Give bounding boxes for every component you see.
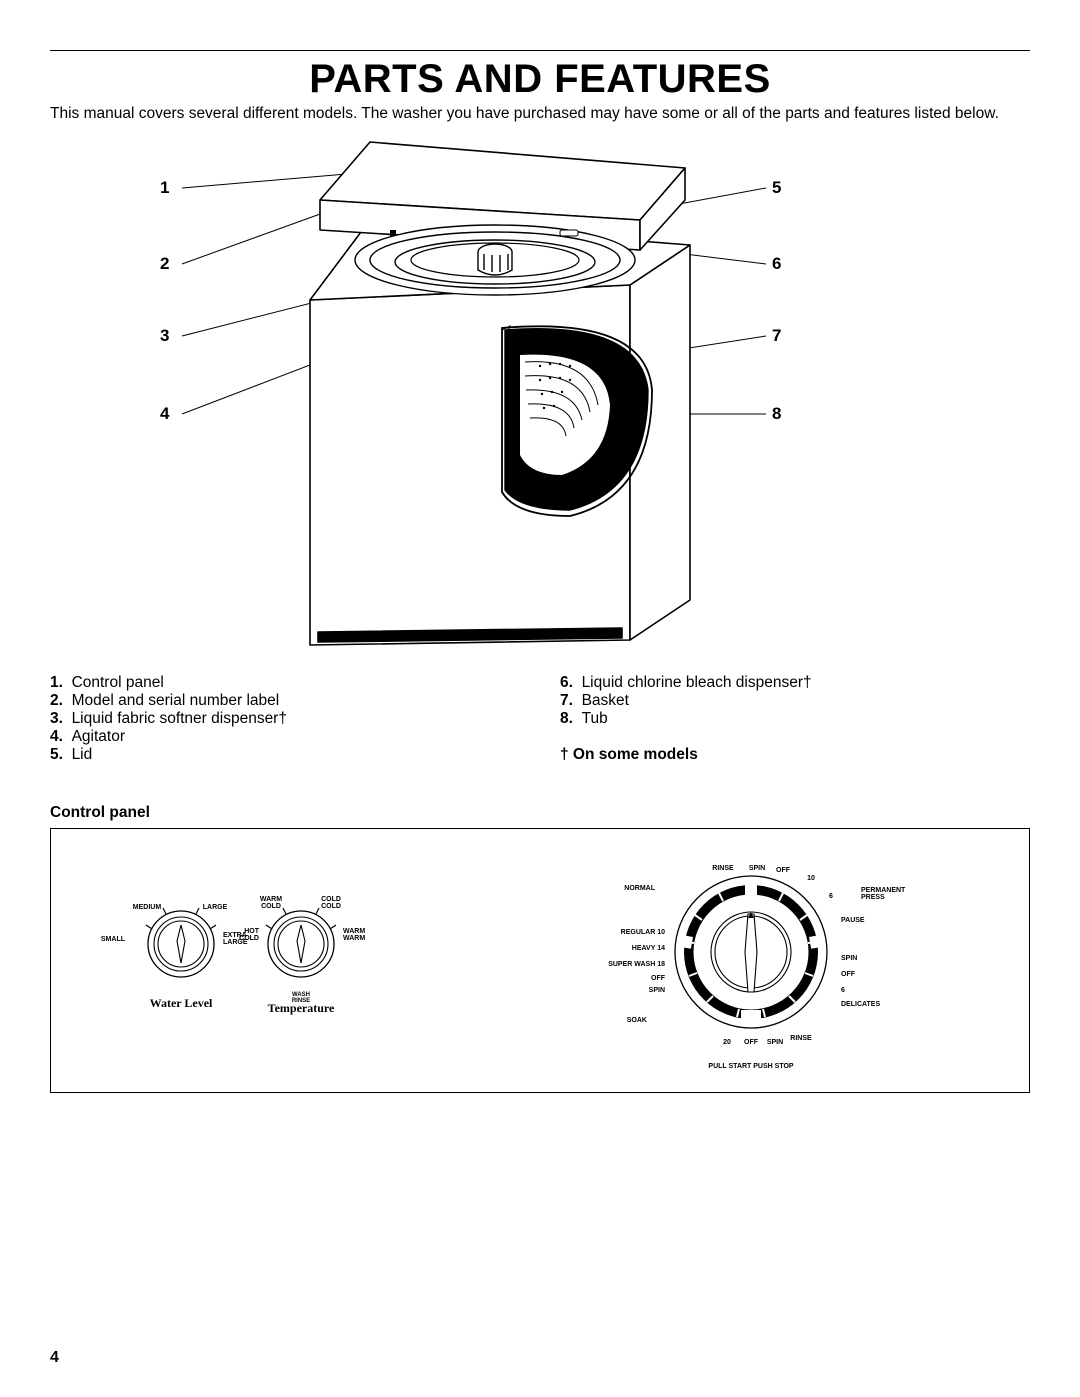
part-text: Lid <box>72 746 93 763</box>
control-panel-box: SMALL MEDIUM LARGE EXTRALARGE Water Leve… <box>50 828 1030 1093</box>
temp-label: Temperature <box>268 1001 335 1015</box>
svg-text:PERMANENTPRESS: PERMANENTPRESS <box>861 887 906 901</box>
parts-col-right: 6. Liquid chlorine bleach dispenser† 7. … <box>560 674 1030 764</box>
control-panel-svg: SMALL MEDIUM LARGE EXTRALARGE Water Leve… <box>51 829 1029 1092</box>
part-text: Basket <box>582 692 629 709</box>
part-text: Liquid chlorine bleach dispenser† <box>582 674 812 691</box>
svg-text:6: 6 <box>829 893 833 900</box>
parts-col-left: 1. Control panel 2. Model and serial num… <box>50 674 520 764</box>
svg-text:10: 10 <box>807 875 815 882</box>
part-num: 2. <box>50 692 63 709</box>
intro-text: This manual covers several different mod… <box>50 104 1030 124</box>
svg-text:SPIN: SPIN <box>649 987 665 994</box>
svg-text:PULL START PUSH STOP: PULL START PUSH STOP <box>708 1063 794 1070</box>
part-num: 1. <box>50 674 63 691</box>
svg-text:20: 20 <box>723 1039 731 1046</box>
part-num: 8. <box>560 710 573 727</box>
svg-text:SPIN: SPIN <box>767 1039 783 1046</box>
cycle-dial: NORMAL REGULAR 10 HEAVY 14 SUPER WASH 18… <box>608 865 906 1070</box>
svg-text:OFF: OFF <box>841 971 856 978</box>
svg-text:DELICATES: DELICATES <box>841 1001 880 1008</box>
part-text: Agitator <box>72 728 125 745</box>
svg-text:PAUSE: PAUSE <box>841 917 865 924</box>
svg-text:HEAVY 14: HEAVY 14 <box>632 945 665 952</box>
svg-text:OFF: OFF <box>651 975 666 982</box>
svg-text:REGULAR 10: REGULAR 10 <box>621 929 665 936</box>
water-level-knob: SMALL MEDIUM LARGE EXTRALARGE Water Leve… <box>101 904 248 1010</box>
page: PARTS AND FEATURES This manual covers se… <box>0 0 1080 1397</box>
svg-text:SUPER WASH 18: SUPER WASH 18 <box>608 961 665 968</box>
temperature-knob: HOTCOLD WARMCOLD COLDCOLD WARMWARM WASHR… <box>239 896 365 1015</box>
washer-svg <box>50 130 1030 670</box>
part-num: 7. <box>560 692 573 709</box>
svg-text:HOTCOLD: HOTCOLD <box>239 928 260 942</box>
top-rule <box>50 50 1030 51</box>
svg-text:OFF: OFF <box>776 867 791 874</box>
control-panel-heading: Control panel <box>50 804 1030 822</box>
part-num: 4. <box>50 728 63 745</box>
svg-text:NORMAL: NORMAL <box>624 885 655 892</box>
footnote: † On some models <box>560 746 1030 764</box>
part-text: Control panel <box>72 674 164 691</box>
wl-opt: SMALL <box>101 936 126 943</box>
svg-text:OFF: OFF <box>744 1039 759 1046</box>
svg-text:6: 6 <box>841 987 845 994</box>
svg-text:SPIN: SPIN <box>841 955 857 962</box>
part-text: Liquid fabric softner dispenser† <box>72 710 287 727</box>
part-num: 5. <box>50 746 63 763</box>
wl-opt: LARGE <box>203 904 228 911</box>
parts-list: 1. Control panel 2. Model and serial num… <box>50 674 1030 764</box>
page-title: PARTS AND FEATURES <box>50 57 1030 102</box>
svg-text:RINSE: RINSE <box>712 865 734 872</box>
svg-text:RINSE: RINSE <box>790 1035 812 1042</box>
svg-text:WARMCOLD: WARMCOLD <box>260 896 282 910</box>
part-text: Model and serial number label <box>72 692 280 709</box>
wl-opt: MEDIUM <box>133 904 162 911</box>
svg-text:WARMWARM: WARMWARM <box>343 928 365 942</box>
part-text: Tub <box>582 710 608 727</box>
part-num: 6. <box>560 674 573 691</box>
washer-diagram: 1 2 3 4 5 6 7 8 <box>50 130 1030 670</box>
part-num: 3. <box>50 710 63 727</box>
svg-text:SOAK: SOAK <box>627 1017 647 1024</box>
svg-text:SPIN: SPIN <box>749 865 765 872</box>
page-number: 4 <box>50 1349 59 1367</box>
wl-label: Water Level <box>150 996 213 1010</box>
svg-text:COLDCOLD: COLDCOLD <box>321 896 341 910</box>
